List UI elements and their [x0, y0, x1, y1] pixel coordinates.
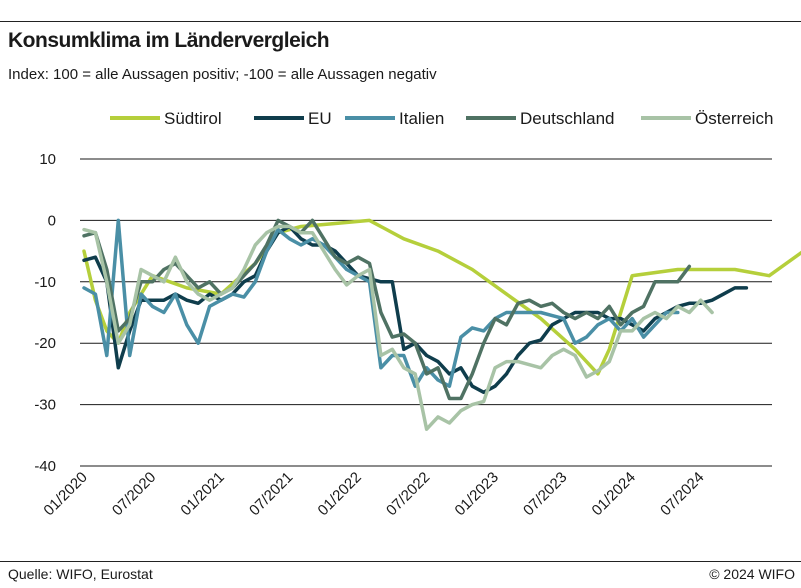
y-tick-label: -20	[34, 335, 56, 352]
y-tick-label: 0	[48, 212, 56, 229]
x-tick-label: 01/2023	[452, 469, 502, 519]
legend-label: Deutschland	[520, 109, 615, 128]
source-note: Quelle: WIFO, Eurostat	[8, 566, 153, 582]
series-line-österreich	[82, 224, 714, 431]
legend-label: Italien	[399, 109, 444, 128]
y-tick-label: 10	[39, 151, 56, 168]
x-tick-label: 07/2024	[657, 469, 707, 519]
x-tick-label: 07/2023	[520, 469, 570, 519]
chart-subtitle: Index: 100 = alle Aussagen positiv; -100…	[8, 66, 437, 83]
y-tick-label: -40	[34, 458, 56, 475]
series-line-italien	[82, 218, 680, 388]
legend-label: Südtirol	[164, 109, 222, 128]
x-tick-label: 07/2022	[383, 469, 433, 519]
y-tick-label: -10	[34, 274, 56, 291]
x-tick-label: 01/2022	[315, 469, 365, 519]
legend-label: Österreich	[695, 109, 773, 128]
series-line-südtirol	[82, 218, 801, 376]
bottom-rule	[0, 561, 801, 562]
chart-title: Konsumklima im Ländervergleich	[8, 29, 330, 52]
x-tick-label: 07/2021	[246, 469, 296, 519]
top-rule	[0, 21, 801, 22]
legend: Südtirol EU Italien Deutschland Österreich	[110, 109, 773, 128]
x-tick-label: 07/2020	[109, 469, 159, 519]
series-line-eu	[82, 224, 749, 395]
gridlines	[80, 158, 772, 467]
x-tick-label: 01/2021	[177, 469, 227, 519]
legend-label: EU	[308, 109, 332, 128]
x-axis: 01/2020 07/2020 01/2021 07/2021 01/2022 07/20…	[40, 469, 707, 519]
y-tick-label: -30	[34, 397, 56, 414]
x-tick-label: 01/2024	[589, 469, 639, 519]
y-axis: 10 0 -10 -20 -30 -40	[34, 151, 56, 475]
series-lines	[82, 218, 801, 431]
copyright-note: © 2024 WIFO	[709, 566, 795, 582]
x-tick-label: 01/2020	[40, 469, 90, 519]
